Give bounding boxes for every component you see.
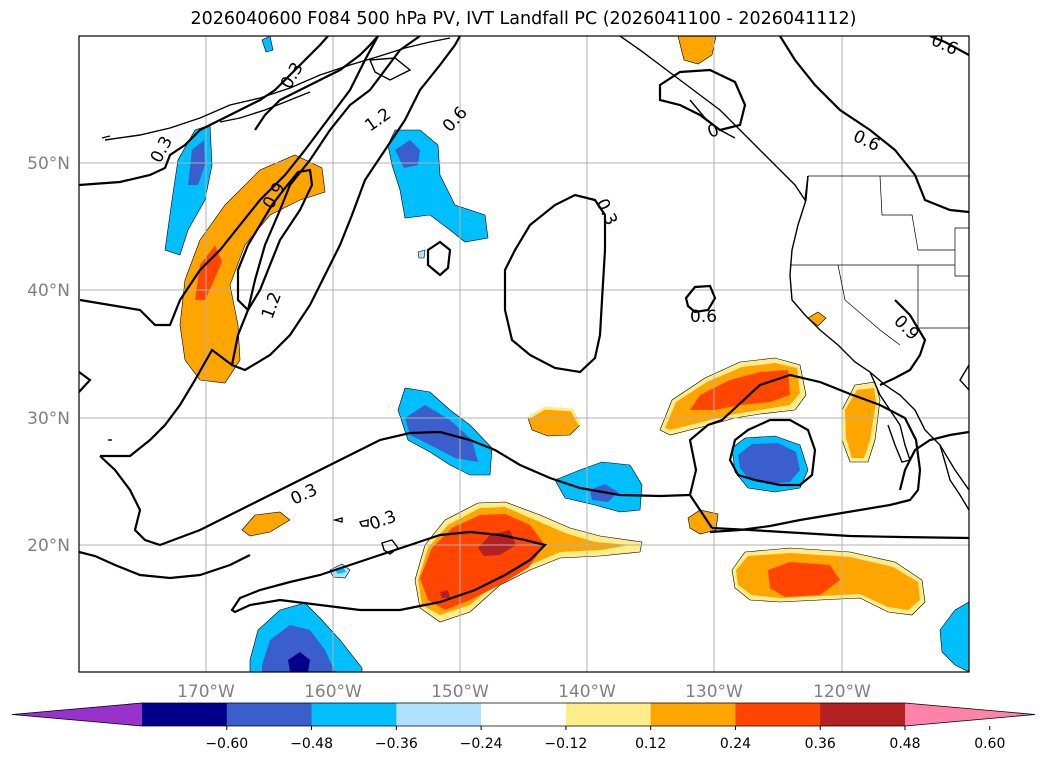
contour-label: 0.6: [690, 307, 717, 327]
lat-label: 50°N: [27, 154, 70, 174]
pv-contours: [79, 36, 969, 614]
colorbar-tick-label: 0.12: [635, 736, 666, 752]
colorbar-segment: [650, 703, 736, 726]
latitude-labels: 50°N 40°N 30°N 20°N: [27, 154, 70, 556]
colorbar-segment: [565, 703, 652, 726]
lat-label: 40°N: [27, 281, 70, 301]
colorbar-max-extend: [905, 703, 1035, 726]
lat-label: 20°N: [27, 536, 70, 556]
colorbar-tick-label: −0.48: [290, 736, 333, 752]
lon-label: 150°W: [431, 682, 489, 702]
colorbar-tick-label: −0.12: [544, 736, 587, 752]
coastlines: [101, 36, 969, 555]
colorbar-min-extend: [12, 703, 142, 726]
positive-region-nw: [179, 154, 326, 384]
map-frame: [78, 35, 970, 673]
colorbar-tick-label: −0.60: [205, 736, 248, 752]
colorbar-tick-label: 0.24: [720, 736, 751, 752]
colorbar-segment: [311, 703, 397, 726]
colorbar-segment: [820, 703, 906, 726]
colorbar-segment: [481, 703, 567, 726]
colorbar-outline: [11, 702, 1036, 727]
lon-label: 140°W: [558, 682, 616, 702]
colorbar-segment: [396, 703, 482, 726]
colorbar-segment: [735, 703, 821, 726]
colorbar-tick-label: 0.36: [805, 736, 836, 752]
colorbar-tick-label: −0.24: [460, 736, 503, 752]
map-title: 2026040600 F084 500 hPa PV, IVT Landfall…: [190, 9, 857, 29]
colorbar-segment: [226, 703, 313, 726]
colorbar-tick-label: −0.36: [375, 736, 418, 752]
colorbar-tick-label: 0.60: [974, 736, 1005, 752]
lon-label: 120°W: [813, 682, 871, 702]
lon-label: 170°W: [177, 682, 235, 702]
lon-label: 130°W: [685, 682, 743, 702]
graticule: [79, 36, 969, 672]
colorbar: −0.60 −0.48 −0.36 −0.24 −0.12 0.12 0.24 0.36 0.4…: [11, 702, 1036, 752]
lon-label: 160°W: [304, 682, 362, 702]
colorbar-tick-label: 0.48: [889, 736, 920, 752]
colorbar-segment: [142, 703, 228, 726]
lat-label: 30°N: [27, 409, 70, 429]
longitude-labels: 170°W 160°W 150°W 140°W 130°W 120°W: [177, 682, 871, 702]
